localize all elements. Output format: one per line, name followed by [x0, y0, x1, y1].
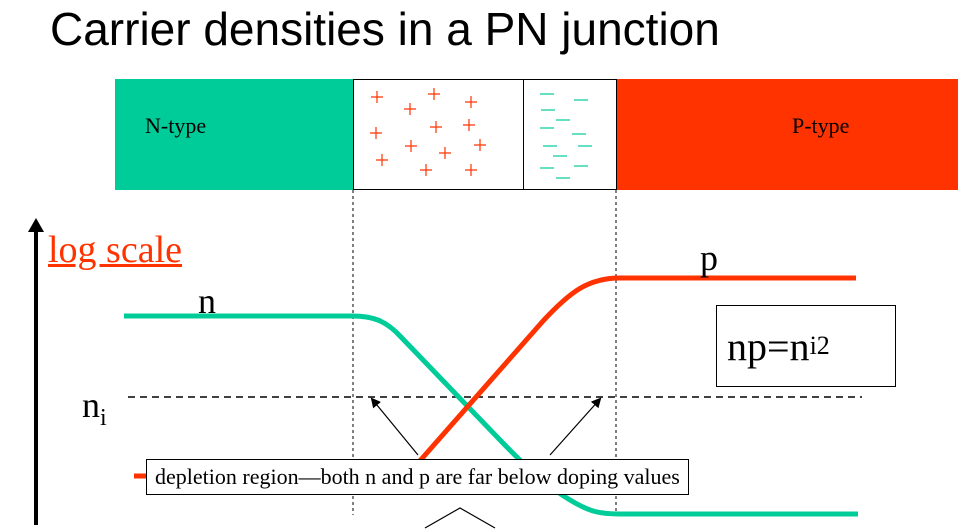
equation-superscript: 2: [816, 331, 830, 360]
ni-label: ni: [82, 384, 107, 432]
depletion-bracket: [424, 507, 496, 529]
negative-charges: [540, 93, 592, 179]
plus-sign: [404, 103, 416, 115]
page-title: Carrier densities in a PN junction: [50, 3, 720, 55]
equation-left: np=n: [727, 323, 810, 369]
positive-charges: [370, 88, 486, 176]
plus-sign: [420, 164, 432, 176]
plus-sign: [465, 164, 477, 176]
p-type-region: P-type: [617, 79, 958, 190]
plus-sign: [376, 154, 388, 166]
plus-sign: [428, 88, 440, 100]
right-pointer-arrow: [549, 397, 602, 456]
p-type-label: P-type: [792, 113, 850, 138]
plus-sign: [430, 121, 442, 133]
ni-base: n: [82, 385, 100, 425]
p-density-curve: [416, 275, 856, 465]
ni-subscript: i: [100, 405, 107, 432]
plus-sign: [439, 147, 451, 159]
plus-sign: [371, 91, 383, 103]
left-pointer-arrow: [370, 397, 419, 456]
plus-sign: [465, 96, 477, 108]
n-type-label: N-type: [145, 113, 207, 138]
plus-sign: [463, 119, 475, 131]
n-curve-label: n: [198, 281, 216, 321]
equation-subscript: i: [809, 331, 817, 360]
axis-arrowhead: [28, 218, 44, 232]
plus-sign: [405, 140, 417, 152]
log-scale-label: log scale: [48, 229, 183, 271]
depletion-caption: depletion region—both n and p are far be…: [146, 459, 689, 495]
mass-action-equation: np=n i 2: [716, 305, 896, 387]
n-type-region: N-type: [115, 79, 353, 190]
negative-charge-region: [523, 79, 617, 190]
plus-sign: [474, 139, 486, 151]
plus-sign: [370, 127, 382, 139]
p-curve-label: p: [700, 238, 718, 278]
